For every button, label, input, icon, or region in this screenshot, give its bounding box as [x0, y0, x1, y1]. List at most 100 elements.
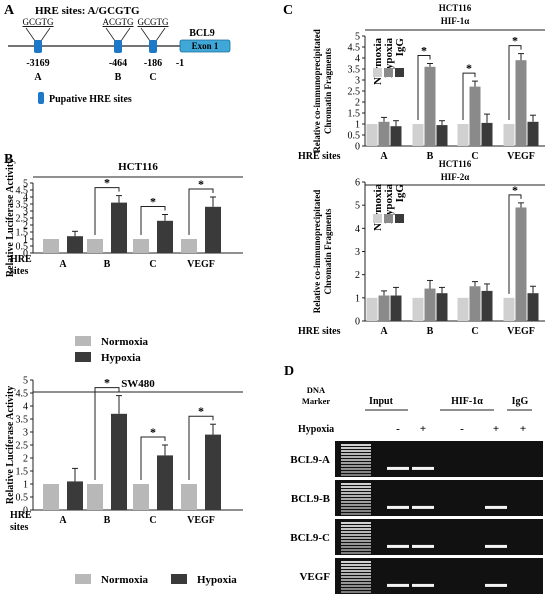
ladder-band	[341, 444, 371, 446]
sample-band	[387, 544, 409, 548]
legend-label: Hypoxia	[383, 38, 395, 78]
y-tick-label: 1	[23, 235, 28, 246]
significance-bracket	[188, 415, 214, 480]
ladder-band	[341, 564, 371, 566]
bar-hypoxia-a	[378, 121, 390, 146]
significance-star: *	[421, 44, 427, 58]
chart-hct116-luciferase: 00.511.522.533.544.55 HCT116 Relative Luci…	[5, 159, 243, 277]
bar-igg-vegf	[527, 121, 539, 146]
ladder-band	[341, 465, 371, 467]
panel-letter-d: D	[284, 364, 294, 379]
x-tick-label: VEGF	[507, 151, 535, 162]
ladder-band	[341, 495, 371, 497]
sample-band	[485, 505, 507, 509]
x-tick-label: VEGF	[507, 326, 535, 337]
bar-hypoxia-b	[424, 66, 436, 146]
panel-b-legend-1: Normoxia Hypoxia	[75, 336, 149, 364]
y-tick-label: 0.5	[16, 493, 29, 504]
significance-bracket	[417, 55, 431, 120]
gel-rows: BCL9-A BCL9-B BCL9-C VEGF	[290, 441, 543, 594]
chart-title: HCT116	[118, 161, 158, 173]
sample-band	[387, 583, 409, 587]
significance-star: *	[150, 195, 156, 209]
sample-band	[412, 466, 434, 470]
panel-letter-c: C	[283, 3, 293, 18]
ladder-band	[341, 450, 371, 452]
significance-star: *	[512, 183, 518, 197]
bar-igg-b	[436, 293, 448, 321]
bar-hypoxia-vegf	[205, 206, 221, 253]
legend-normoxia-swatch-2	[75, 574, 91, 584]
bar-hypoxia-c	[469, 286, 481, 321]
gene-label: BCL9	[189, 28, 215, 39]
gel-row-label: VEGF	[299, 571, 330, 583]
ladder-band	[341, 492, 371, 494]
hre-site-name: A	[34, 72, 42, 83]
panel-letter-a: A	[4, 3, 15, 18]
ladder-band	[341, 573, 371, 575]
hre-legend-swatch	[38, 92, 44, 104]
y-tick-label: 1.5	[348, 109, 361, 120]
y-axis-label-line1: Relative co-immunoprecipitated	[312, 190, 322, 314]
x-axis-label-line1: HRE	[10, 510, 32, 521]
y-tick-label: 3	[23, 207, 28, 218]
exon-box	[179, 39, 231, 53]
hre-connector	[105, 27, 116, 42]
significance-bracket	[508, 45, 522, 120]
tss-label: -1	[176, 58, 184, 69]
chart-subtitle: HIF-2α	[441, 172, 470, 182]
ladder-band	[341, 591, 371, 593]
gel-row-bcl9-a: BCL9-A	[290, 441, 543, 477]
x-tick-label: VEGF	[187, 259, 215, 270]
y-tick-label: 0.5	[16, 242, 29, 253]
sample-band	[412, 505, 434, 509]
ladder-band	[341, 549, 371, 551]
bar-normoxia-vegf	[503, 297, 515, 321]
y-tick-label: 3.5	[348, 65, 361, 76]
ladder-band	[341, 483, 371, 485]
y-tick-label: 3	[23, 428, 28, 439]
ladder-band	[341, 489, 371, 491]
ladder-band	[341, 501, 371, 503]
ladder-band	[341, 462, 371, 464]
y-tick-label: 4	[355, 54, 360, 65]
hre-connector	[155, 27, 166, 42]
significance-bracket	[94, 187, 120, 235]
bar-normoxia-b	[87, 484, 103, 510]
hre-connector	[120, 27, 131, 42]
bar-normoxia-a	[366, 124, 378, 146]
hre-site-marker	[34, 40, 42, 53]
bar-hypoxia-a	[378, 295, 390, 321]
ladder-band	[341, 486, 371, 488]
significance-bracket	[94, 387, 120, 480]
bar-normoxia-c	[457, 124, 469, 146]
ladder-band	[341, 546, 371, 548]
bar-igg-c	[481, 122, 493, 146]
y-tick-label: 1.5	[16, 467, 29, 478]
chart-hct116-hif2a-chip: 0 1 2 3 4 5 6 HCT116 HIF-2α Relative co-immunopre…	[298, 159, 545, 337]
ladder-band	[341, 561, 371, 563]
hre-sites: GCGTG -3169 A ACGTG -464 B GCGTG -186 C	[23, 17, 169, 83]
bar-normoxia-c	[133, 484, 149, 510]
y-tick-label: 3	[355, 247, 360, 258]
panel-letter-b: B	[4, 152, 13, 167]
gel-row-label: BCL9-B	[291, 493, 331, 505]
ladder-band	[341, 585, 371, 587]
y-tick-label: 4	[23, 193, 28, 204]
bar-normoxia-b	[412, 124, 424, 146]
lane-sign: -	[396, 423, 400, 435]
ladder-band	[341, 453, 371, 455]
y-tick-label: 3	[355, 76, 360, 87]
chart-title: SW480	[121, 378, 155, 390]
significance-star: *	[104, 176, 110, 190]
ladder-band	[341, 579, 371, 581]
hre-site-sequence: ACGTG	[103, 17, 134, 27]
y-tick-label: 0	[355, 317, 360, 328]
ladder-band	[341, 582, 371, 584]
legend-swatch	[384, 214, 393, 223]
y-axis-label: Relative Luciferase Activity	[5, 159, 16, 277]
bar-normoxia-b	[87, 239, 103, 253]
hre-sites-title: HRE sites: A/GCGTG	[35, 5, 140, 17]
legend-hypoxia-swatch-2	[171, 574, 187, 584]
hypoxia-row-label: Hypoxia	[298, 424, 334, 435]
